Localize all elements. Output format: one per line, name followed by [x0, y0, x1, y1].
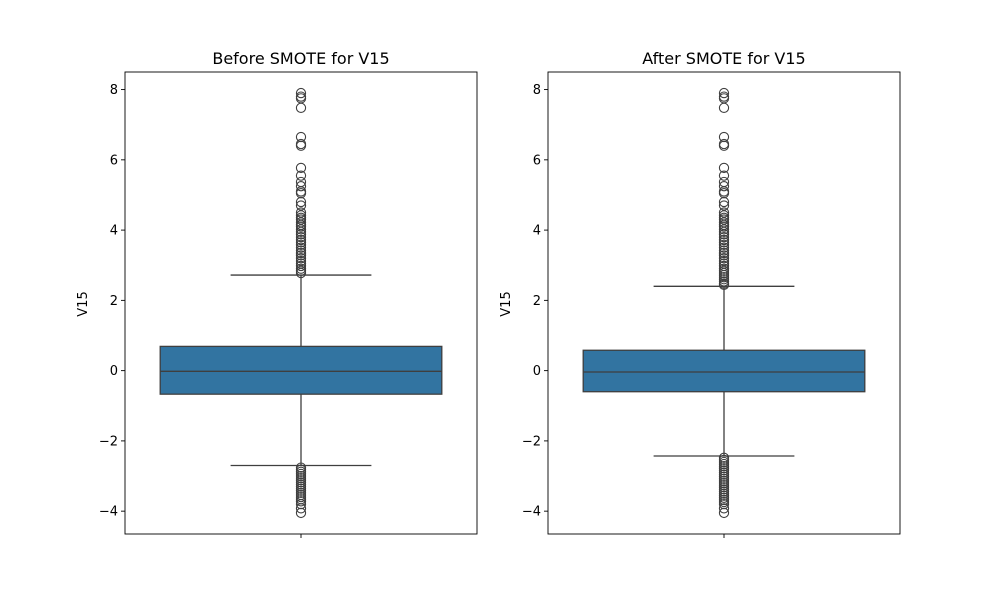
outlier-point [295, 181, 307, 192]
y-ticks-before: 8 6 4 2 0 −2 −4 [99, 83, 302, 538]
outlier-point [295, 214, 307, 225]
outlier-point [718, 200, 730, 211]
y-ticks-after: 8 6 4 2 0 −2 −4 [522, 83, 725, 538]
chart-title-after: After SMOTE for V15 [642, 49, 805, 68]
y-tick-label: 4 [533, 224, 541, 239]
outlier-point [718, 237, 730, 248]
outlier-point [718, 162, 730, 174]
outlier-point [295, 250, 307, 261]
outlier-point [718, 234, 730, 246]
y-axis-label-after: V15 [499, 291, 514, 316]
outlier-point [295, 226, 307, 238]
y-tick-label: 8 [110, 83, 118, 98]
iqr-box [159, 345, 443, 395]
y-tick-label: 0 [110, 364, 118, 379]
outlier-point [718, 507, 730, 519]
outlier-point [295, 242, 307, 253]
panel-before-smote: 8 6 4 2 0 −2 −4 Before SMOTE for V15 V15 [76, 49, 478, 538]
outlier-point [295, 87, 307, 99]
y-tick-label: −2 [99, 434, 118, 449]
y-tick-label: 8 [533, 83, 541, 98]
outlier-point [295, 231, 307, 243]
outlier-point [718, 247, 730, 259]
outlier-point [718, 245, 730, 256]
y-tick-label: 0 [533, 364, 541, 379]
y-tick-label: 2 [110, 294, 118, 309]
outlier-point [718, 231, 730, 243]
outlier-point [718, 229, 730, 240]
outlier-point [295, 224, 307, 235]
outlier-point [295, 207, 307, 218]
outlier-point [718, 87, 730, 99]
outlier-point [295, 237, 307, 248]
outlier-point [718, 102, 730, 113]
outlier-point [295, 170, 307, 181]
outlier-point [295, 260, 307, 272]
outlier-point [295, 503, 307, 514]
outlier-point [718, 181, 730, 192]
iqr-box [582, 349, 866, 393]
chart-title-before: Before SMOTE for V15 [212, 49, 389, 68]
outlier-point [718, 226, 730, 238]
outlier-point [718, 170, 730, 181]
outlier-point [718, 207, 730, 218]
y-tick-label: 6 [110, 153, 118, 168]
outlier-point [718, 224, 730, 235]
y-tick-label: 4 [110, 224, 118, 239]
outlier-point [295, 253, 307, 264]
outlier-point [295, 229, 307, 240]
outlier-point [295, 221, 307, 232]
outlier-point [295, 102, 307, 113]
outlier-point [295, 255, 307, 267]
outlier-point [718, 242, 730, 253]
outlier-point [718, 196, 730, 208]
outlier-point [718, 214, 730, 225]
outlier-point [295, 200, 307, 211]
panel-after-smote: 8 6 4 2 0 −2 −4 After SMOTE for V15 V15 [499, 49, 901, 538]
marks-after [582, 87, 866, 519]
outlier-point [295, 507, 307, 519]
y-tick-label: 6 [533, 153, 541, 168]
outlier-point [295, 162, 307, 174]
outlier-point [718, 221, 730, 232]
outlier-point [295, 140, 307, 151]
outlier-point [718, 255, 730, 267]
outlier-point [295, 239, 307, 251]
outlier-point [295, 196, 307, 208]
outlier-point [295, 247, 307, 259]
outlier-point [718, 279, 730, 291]
outlier-point [718, 253, 730, 264]
outlier-point [295, 496, 307, 507]
outlier-point [295, 234, 307, 246]
y-tick-label: −4 [99, 505, 118, 520]
y-axis-label-before: V15 [76, 291, 91, 316]
outlier-point [718, 503, 730, 514]
outlier-point [718, 250, 730, 261]
marks-before [159, 87, 443, 519]
y-tick-label: 2 [533, 294, 541, 309]
outlier-point [295, 245, 307, 256]
outlier-point [718, 140, 730, 151]
outlier-point [718, 239, 730, 251]
outlier-point [295, 267, 307, 279]
y-tick-label: −4 [522, 505, 541, 520]
y-tick-label: −2 [522, 434, 541, 449]
